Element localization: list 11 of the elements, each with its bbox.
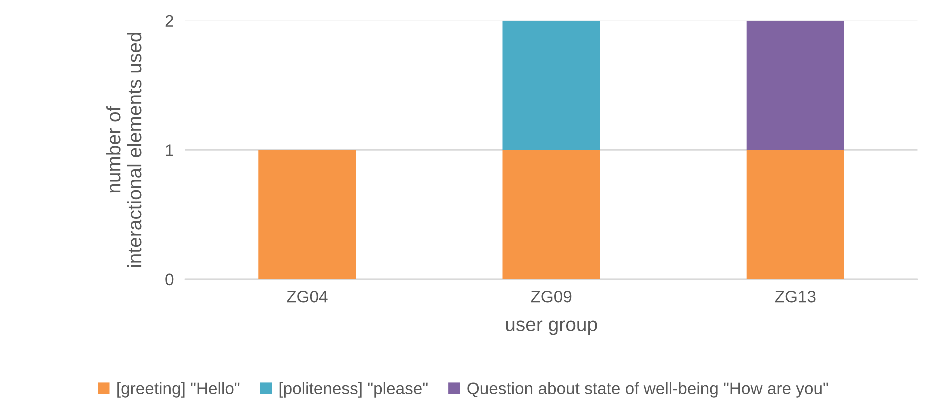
legend-label: Question about state of well-being "How are you" bbox=[468, 382, 828, 398]
y-tick-label: 0 bbox=[166, 274, 174, 286]
x-tick-label: ZG04 bbox=[287, 290, 328, 303]
y-axis-title: number of interactional elements used bbox=[106, 33, 142, 268]
x-tick-label: ZG13 bbox=[775, 290, 816, 303]
y-tick-label: 1 bbox=[166, 144, 174, 156]
x-axis-title: user group bbox=[506, 320, 598, 336]
legend-label: [politeness] "please" bbox=[280, 382, 428, 398]
legend-label: [greeting] "Hello" bbox=[118, 382, 240, 398]
y-tick-label: 2 bbox=[166, 15, 174, 27]
x-tick-label: ZG09 bbox=[531, 290, 572, 303]
